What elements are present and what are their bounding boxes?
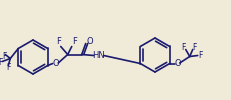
Text: F: F	[2, 52, 6, 61]
Text: F: F	[192, 43, 197, 52]
Text: O: O	[53, 59, 60, 68]
Text: O: O	[86, 37, 93, 46]
Text: F: F	[182, 43, 186, 52]
Text: F: F	[56, 37, 61, 46]
Text: F: F	[72, 37, 77, 46]
Text: F: F	[6, 63, 10, 72]
Text: F: F	[0, 58, 3, 67]
Text: HN: HN	[92, 51, 105, 60]
Text: F: F	[198, 51, 203, 60]
Text: O: O	[174, 59, 181, 68]
